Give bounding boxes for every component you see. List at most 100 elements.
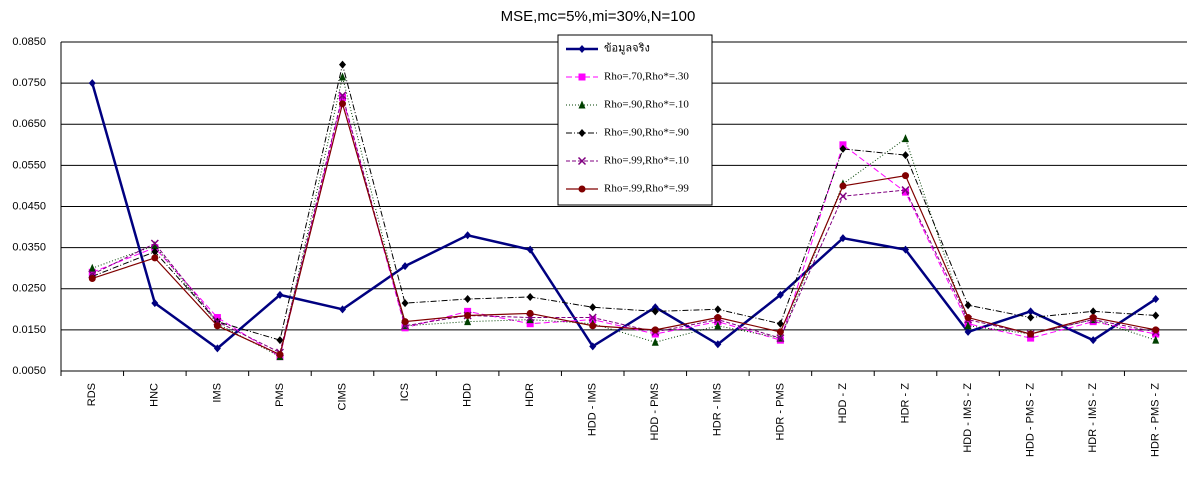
series-line: [92, 64, 1156, 341]
x-tick-label: HDR - IMS - Z: [1087, 383, 1099, 453]
legend-label: Rho=.90,Rho*=.90: [604, 127, 689, 139]
x-tick-label: HDR: [524, 383, 536, 407]
marker: [526, 292, 534, 301]
marker: [902, 188, 909, 196]
marker: [589, 303, 597, 312]
x-tick-label: HDR - IMS: [712, 383, 724, 436]
marker: [464, 231, 472, 240]
legend-label: Rho=.70,Rho*=.30: [604, 71, 689, 83]
marker: [839, 144, 847, 153]
marker: [839, 182, 847, 190]
marker: [339, 94, 346, 102]
marker: [964, 327, 972, 336]
marker: [964, 314, 972, 322]
marker: [776, 328, 784, 336]
marker: [838, 192, 847, 201]
chart-title: MSE,mc=5%,mi=30%,N=100: [501, 8, 696, 25]
y-tick-label: 0.0650: [12, 118, 46, 130]
y-tick-label: 0.0550: [12, 159, 46, 171]
marker: [151, 254, 159, 262]
x-tick-label: PMS: [274, 383, 286, 407]
x-tick-label: HDD - Z: [837, 383, 849, 424]
series-line: [92, 97, 1156, 358]
marker: [151, 247, 159, 256]
x-tick-label: IMS: [211, 383, 223, 403]
y-tick-label: 0.0450: [12, 200, 46, 212]
marker: [902, 151, 909, 160]
marker: [338, 91, 347, 100]
marker: [213, 314, 221, 322]
marker: [578, 45, 586, 53]
marker: [578, 185, 586, 193]
marker: [88, 274, 96, 282]
x-tick-label: HDD: [462, 383, 474, 407]
marker: [526, 309, 534, 317]
marker: [88, 263, 96, 272]
marker: [651, 326, 659, 334]
legend-label: Rho=.99,Rho*=.99: [604, 183, 689, 195]
marker: [464, 307, 472, 315]
y-tick-label: 0.0350: [12, 242, 46, 254]
legend-label: Rho=.90,Rho*=.10: [604, 99, 689, 111]
marker: [88, 268, 96, 276]
marker: [1027, 307, 1035, 316]
marker: [526, 320, 534, 328]
x-tick-label: HDD - PMS: [649, 383, 661, 440]
marker: [964, 321, 972, 330]
marker: [213, 344, 221, 353]
marker: [464, 317, 472, 326]
marker: [776, 334, 785, 343]
marker: [526, 245, 534, 254]
y-tick-label: 0.0050: [12, 365, 46, 377]
marker: [213, 322, 221, 330]
x-tick-label: HNC: [149, 383, 161, 407]
marker: [276, 336, 284, 345]
marker: [902, 172, 909, 180]
legend-label: Rho=.99,Rho*=.10: [604, 155, 689, 167]
marker: [1027, 313, 1035, 322]
marker: [1089, 314, 1097, 322]
marker: [714, 340, 722, 349]
marker: [401, 318, 409, 326]
marker: [526, 315, 534, 324]
x-tick-label: HDR - PMS - Z: [1150, 383, 1162, 457]
marker: [776, 290, 784, 299]
x-tick-label: HDR - Z: [899, 383, 911, 424]
marker: [464, 311, 472, 319]
marker: [714, 305, 722, 314]
marker: [588, 313, 597, 322]
y-tick-label: 0.0750: [12, 77, 46, 89]
marker: [651, 330, 659, 338]
marker: [902, 245, 909, 254]
marker: [151, 241, 159, 250]
marker: [651, 337, 659, 346]
x-tick-label: HDD - IMS: [587, 383, 599, 436]
marker: [714, 321, 722, 330]
marker: [589, 322, 597, 330]
marker: [1152, 295, 1160, 304]
marker: [964, 301, 972, 310]
marker: [1152, 326, 1160, 334]
marker: [1152, 335, 1160, 344]
x-tick-label: ICS: [399, 383, 411, 401]
marker: [276, 351, 284, 359]
marker: [150, 239, 159, 248]
marker: [88, 79, 96, 88]
marker: [839, 141, 847, 149]
marker: [1027, 330, 1035, 338]
marker: [339, 100, 346, 108]
marker: [651, 307, 659, 316]
marker: [401, 299, 409, 308]
marker: [1152, 330, 1160, 338]
marker: [651, 303, 659, 312]
marker: [339, 60, 346, 69]
marker: [151, 299, 159, 308]
marker: [339, 72, 346, 81]
marker: [578, 100, 586, 109]
x-tick-label: HDR - PMS: [774, 383, 786, 440]
x-tick-label: HDD - PMS - Z: [1025, 383, 1037, 457]
y-tick-label: 0.0850: [12, 36, 46, 48]
legend-box: [557, 34, 713, 206]
marker: [578, 129, 586, 137]
